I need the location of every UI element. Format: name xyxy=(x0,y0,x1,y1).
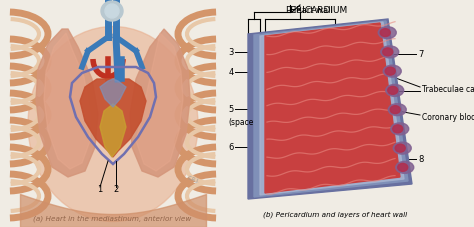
Polygon shape xyxy=(130,30,190,177)
Text: 1: 1 xyxy=(97,185,103,194)
Polygon shape xyxy=(260,23,404,195)
Ellipse shape xyxy=(398,164,408,172)
Ellipse shape xyxy=(28,27,198,222)
Polygon shape xyxy=(44,34,90,169)
Text: (space): (space) xyxy=(228,118,256,126)
Text: (a) Heart in the mediastinum, anterior view: (a) Heart in the mediastinum, anterior v… xyxy=(33,215,191,221)
Polygon shape xyxy=(254,22,408,197)
Text: PERICARDIUM: PERICARDIUM xyxy=(285,6,347,15)
Ellipse shape xyxy=(385,68,395,76)
Ellipse shape xyxy=(396,162,414,174)
Text: Heart wall: Heart wall xyxy=(290,6,333,15)
Polygon shape xyxy=(248,20,412,199)
Ellipse shape xyxy=(378,27,396,39)
Text: Trabeculae carneae: Trabeculae carneae xyxy=(422,85,474,94)
Ellipse shape xyxy=(390,106,400,114)
Ellipse shape xyxy=(388,87,398,95)
Ellipse shape xyxy=(393,143,411,154)
Ellipse shape xyxy=(105,5,119,19)
Ellipse shape xyxy=(386,85,404,97)
Text: 7: 7 xyxy=(418,50,423,59)
Ellipse shape xyxy=(101,2,123,22)
Polygon shape xyxy=(36,30,98,177)
Text: 6: 6 xyxy=(228,143,234,152)
Ellipse shape xyxy=(383,49,393,57)
Text: 2: 2 xyxy=(113,185,118,194)
Polygon shape xyxy=(265,24,400,193)
Text: (b) Pericardium and layers of heart wall: (b) Pericardium and layers of heart wall xyxy=(263,210,407,217)
Ellipse shape xyxy=(380,30,390,37)
Text: 8: 8 xyxy=(418,155,423,164)
Ellipse shape xyxy=(391,123,409,135)
Ellipse shape xyxy=(388,104,406,116)
Ellipse shape xyxy=(395,145,405,153)
Polygon shape xyxy=(100,80,126,108)
Ellipse shape xyxy=(383,66,401,78)
Polygon shape xyxy=(100,105,126,157)
Ellipse shape xyxy=(381,47,399,59)
Text: 5: 5 xyxy=(229,105,234,114)
Text: C.R.J.: C.R.J. xyxy=(186,174,200,183)
Text: 3: 3 xyxy=(228,48,234,57)
Polygon shape xyxy=(80,80,146,157)
Polygon shape xyxy=(136,34,183,171)
Text: 4: 4 xyxy=(229,68,234,77)
Text: Coronary blood vessels: Coronary blood vessels xyxy=(422,113,474,122)
Ellipse shape xyxy=(393,125,403,133)
